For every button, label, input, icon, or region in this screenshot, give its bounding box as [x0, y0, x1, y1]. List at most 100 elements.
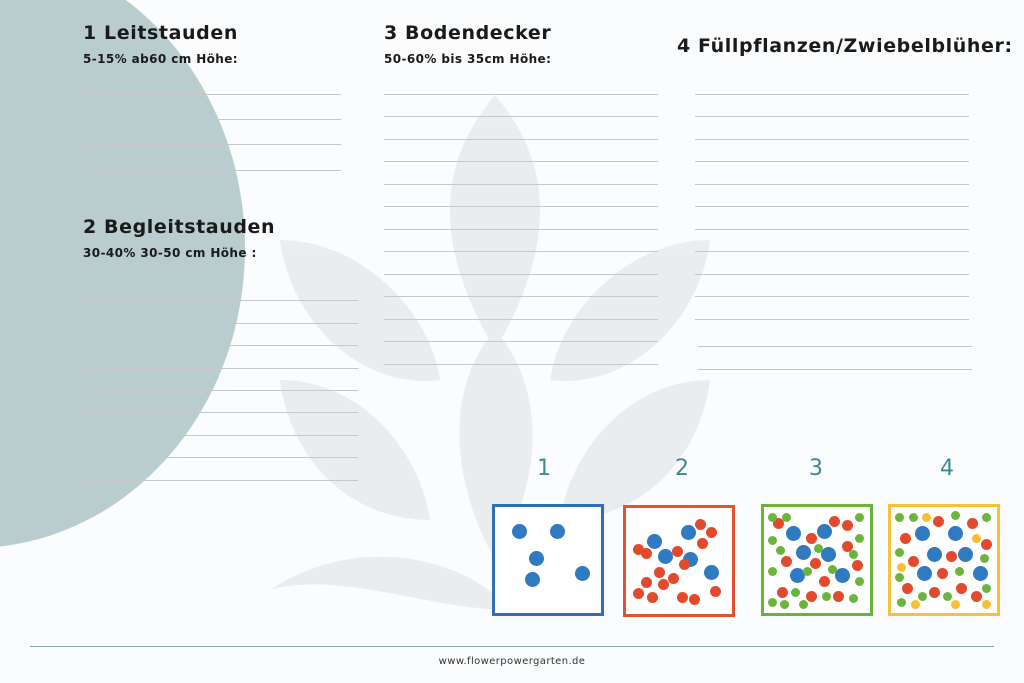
red-dot [668, 573, 680, 585]
writing-line[interactable] [695, 206, 969, 207]
green-dot [855, 577, 865, 587]
red-dot [937, 567, 949, 579]
green-dot [848, 593, 858, 603]
yellow-dot [982, 600, 992, 610]
section-subtitle: 5-15% ab60 cm Höhe: [83, 52, 238, 66]
blue-dot [657, 549, 673, 565]
green-dot [950, 510, 960, 520]
blue-dot [789, 568, 805, 584]
writing-line[interactable] [384, 274, 658, 275]
footer-website[interactable]: www.flowerpowergarten.de [438, 656, 586, 667]
writing-line[interactable] [83, 300, 358, 301]
background-circle [0, 0, 245, 548]
section-title: 1 Leitstauden [83, 22, 238, 44]
writing-line[interactable] [695, 229, 969, 230]
green-dot [917, 591, 927, 601]
red-dot [829, 515, 841, 527]
writing-line[interactable] [695, 251, 969, 252]
writing-line[interactable] [695, 161, 969, 162]
red-dot [772, 518, 784, 530]
footer-divider [30, 646, 994, 647]
green-dot [982, 512, 992, 522]
writing-line[interactable] [384, 229, 658, 230]
red-dot [841, 520, 853, 532]
green-dot [776, 546, 786, 556]
writing-line[interactable] [384, 341, 658, 342]
green-dot [821, 591, 831, 601]
green-dot [942, 591, 952, 601]
red-dot [657, 579, 669, 591]
red-dot [852, 559, 864, 571]
writing-line[interactable] [83, 435, 358, 436]
section-subtitle: 50-60% bis 35cm Höhe: [384, 52, 552, 66]
writing-line[interactable] [83, 457, 358, 458]
writing-line[interactable] [384, 184, 658, 185]
writing-line[interactable] [695, 116, 969, 117]
writing-line[interactable] [83, 94, 341, 95]
red-dot [833, 590, 845, 602]
red-dot [929, 586, 941, 598]
red-dot [806, 590, 818, 602]
writing-line[interactable] [83, 480, 358, 481]
red-dot [899, 532, 911, 544]
green-dot [848, 550, 858, 560]
red-dot [641, 577, 653, 589]
section-begleitstauden: 2 Begleitstauden 30-40% 30-50 cm Höhe : [83, 216, 275, 260]
writing-line[interactable] [83, 390, 358, 391]
red-dot [641, 548, 653, 560]
writing-line[interactable] [698, 346, 972, 347]
green-dot [767, 598, 777, 608]
blue-dot [680, 525, 696, 541]
red-dot [841, 540, 853, 552]
writing-line[interactable] [83, 412, 358, 413]
yellow-dot [921, 512, 931, 522]
writing-line[interactable] [384, 206, 658, 207]
red-dot [970, 590, 982, 602]
section-subtitle: 30-40% 30-50 cm Höhe : [83, 246, 257, 260]
red-dot [632, 544, 644, 556]
yellow-dot [950, 600, 960, 610]
writing-line[interactable] [695, 296, 969, 297]
writing-line[interactable] [384, 364, 658, 365]
green-dot [767, 535, 777, 545]
writing-line[interactable] [83, 345, 358, 346]
writing-line[interactable] [695, 319, 969, 320]
writing-line[interactable] [384, 161, 658, 162]
writing-line[interactable] [384, 319, 658, 320]
writing-line[interactable] [83, 170, 341, 171]
writing-line[interactable] [83, 119, 341, 120]
green-dot [855, 512, 865, 522]
writing-line[interactable] [384, 116, 658, 117]
writing-line[interactable] [695, 274, 969, 275]
writing-line[interactable] [695, 94, 969, 95]
red-dot [672, 546, 684, 558]
red-dot [632, 587, 644, 599]
blue-dot [529, 551, 545, 567]
writing-line[interactable] [695, 184, 969, 185]
writing-line[interactable] [384, 296, 658, 297]
legend-number-4: 4 [940, 456, 954, 481]
red-dot [647, 591, 659, 603]
red-dot [705, 527, 717, 539]
blue-dot [820, 547, 836, 563]
writing-line[interactable] [384, 139, 658, 140]
green-dot [813, 544, 823, 554]
writing-line[interactable] [83, 368, 358, 369]
legend-diagram-2 [623, 505, 735, 617]
writing-line[interactable] [83, 144, 341, 145]
blue-dot [549, 524, 565, 540]
writing-line[interactable] [695, 139, 969, 140]
writing-line[interactable] [698, 369, 972, 370]
red-dot [777, 586, 789, 598]
green-dot [855, 533, 865, 543]
writing-line[interactable] [384, 251, 658, 252]
red-dot [697, 537, 709, 549]
green-dot [767, 512, 777, 522]
writing-line[interactable] [384, 94, 658, 95]
writing-line[interactable] [83, 323, 358, 324]
green-dot [790, 587, 800, 597]
blue-dot [958, 547, 974, 563]
green-dot [909, 512, 919, 522]
green-dot [894, 548, 904, 558]
blue-dot [914, 526, 930, 542]
